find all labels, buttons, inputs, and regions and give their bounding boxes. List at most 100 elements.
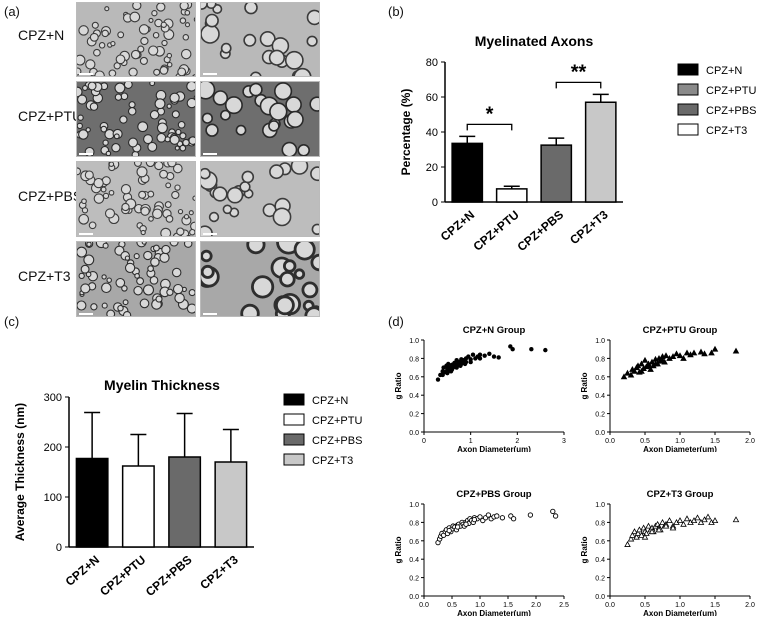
panel-label-a: (a) <box>4 4 20 19</box>
y-tick-label: 0.4 <box>595 393 605 400</box>
y-tick-label: 0.2 <box>409 576 419 583</box>
y-tick-label: 0.0 <box>409 430 419 437</box>
myelinated-axon-mark <box>83 254 95 266</box>
legend-label: CPZ+PBS <box>312 435 362 447</box>
myelinated-axon-mark <box>139 56 148 65</box>
myelinated-axon-mark <box>250 275 275 299</box>
myelinated-axon-mark <box>102 139 109 146</box>
myelinated-axon-mark <box>159 252 170 263</box>
myelinated-axon-mark <box>166 103 172 109</box>
myelinated-axon-mark <box>279 271 296 288</box>
micrograph-cpz-n-low <box>76 2 196 77</box>
data-point <box>529 347 534 352</box>
data-point <box>673 350 680 357</box>
myelinated-axon-mark <box>142 284 155 296</box>
myelinated-axon-mark <box>140 206 150 216</box>
data-point <box>669 353 677 360</box>
myelinated-axon-mark <box>129 11 141 23</box>
myelinated-axon-mark <box>235 124 247 136</box>
x-tick-label: 2.0 <box>745 602 755 609</box>
myelinated-axon-mark <box>93 48 101 57</box>
data-point <box>701 350 708 357</box>
myelinated-axon-mark <box>208 211 220 223</box>
data-point <box>477 352 483 357</box>
myelinated-axon-mark <box>159 169 169 179</box>
myelinated-axon-mark <box>102 242 109 249</box>
myelinated-axon-mark <box>192 195 195 201</box>
myelinated-axon-mark <box>110 40 116 47</box>
data-point <box>627 535 635 542</box>
myelinated-axon-mark <box>128 67 138 76</box>
myelinated-axon-mark <box>160 227 172 236</box>
y-tick-label: 0.2 <box>595 576 605 583</box>
data-point <box>456 362 462 368</box>
myelinated-axon-mark <box>106 309 116 316</box>
y-tick-label: 0.4 <box>409 393 419 400</box>
data-point <box>620 373 628 380</box>
myelinated-axon-mark <box>127 107 137 116</box>
myelinated-axon-mark <box>306 9 319 26</box>
myelinated-axon-mark <box>175 128 182 136</box>
data-point <box>638 531 645 538</box>
myelinated-axon-mark <box>77 246 88 258</box>
myelinated-axon-mark <box>205 13 219 28</box>
micrograph-cpz-pbs-low <box>76 161 196 237</box>
scale-bar <box>79 153 93 155</box>
myelinated-axon-mark <box>293 67 312 76</box>
data-point <box>463 359 469 365</box>
data-point <box>627 371 635 378</box>
myelinated-axon-mark <box>77 167 82 176</box>
myelinated-axon-mark <box>122 299 129 306</box>
data-point <box>543 347 548 353</box>
myelinated-axon-mark <box>108 69 117 76</box>
y-tick-label: 0.0 <box>595 430 605 437</box>
data-point <box>683 515 691 522</box>
data-point <box>552 513 559 519</box>
myelinated-axon-mark <box>77 300 87 311</box>
x-tick-label: 1 <box>469 438 473 445</box>
myelinated-axon-mark <box>273 82 293 101</box>
x-tick-label: 2.0 <box>531 602 541 609</box>
myelinated-axon-mark <box>193 95 195 100</box>
myelinated-axon-mark <box>166 52 173 59</box>
scatter-cpz-pbs-group: CPZ+PBS Group 0.0 0.2 0.4 0.6 0.8 1.0 0.0 0.5 1.0… <box>394 489 569 616</box>
myelinated-axon-mark <box>93 177 104 189</box>
myelinated-axon-mark <box>121 285 128 292</box>
myelinated-axon-mark <box>78 25 89 36</box>
y-tick-label: 0.6 <box>409 375 419 382</box>
myelinated-axon-mark <box>93 193 105 204</box>
myelinated-axon-mark <box>117 31 125 39</box>
data-point <box>636 526 643 533</box>
myelinated-axon-mark <box>100 186 107 193</box>
x-tick-label: 1.5 <box>503 602 513 609</box>
legend-swatch <box>283 433 305 446</box>
data-point <box>624 541 631 547</box>
y-tick-label: 100 <box>44 492 62 504</box>
myelinated-axon-mark <box>87 82 97 91</box>
bar <box>168 456 202 548</box>
x-tick-label: 0.0 <box>419 602 429 609</box>
myelinated-axon-mark <box>160 21 167 28</box>
myelinated-axon-mark <box>128 137 138 148</box>
y-tick-label: 1.0 <box>595 502 605 509</box>
data-point <box>494 513 500 519</box>
myelinated-axon-mark <box>143 134 153 145</box>
x-tick-label: 1.0 <box>675 438 685 445</box>
myelinated-axon-mark <box>179 3 189 11</box>
data-point <box>634 530 642 536</box>
y-tick-label: 80 <box>426 57 438 69</box>
y-tick-label: 1.0 <box>409 502 419 509</box>
data-point <box>641 533 649 540</box>
y-axis-label: Average Thickness (nm) <box>13 403 27 541</box>
myelinated-axon-mark <box>101 282 112 294</box>
myelinated-axon-mark <box>136 277 145 286</box>
myelinated-axon-mark <box>81 207 89 214</box>
myelinated-axon-mark <box>174 184 181 191</box>
myelinated-axon-mark <box>117 304 124 312</box>
data-point <box>463 521 469 527</box>
data-point <box>648 528 656 535</box>
myelinated-axon-mark <box>148 17 154 23</box>
data-point <box>694 514 701 521</box>
data-point <box>641 356 649 363</box>
myelinated-axon-mark <box>293 242 316 261</box>
